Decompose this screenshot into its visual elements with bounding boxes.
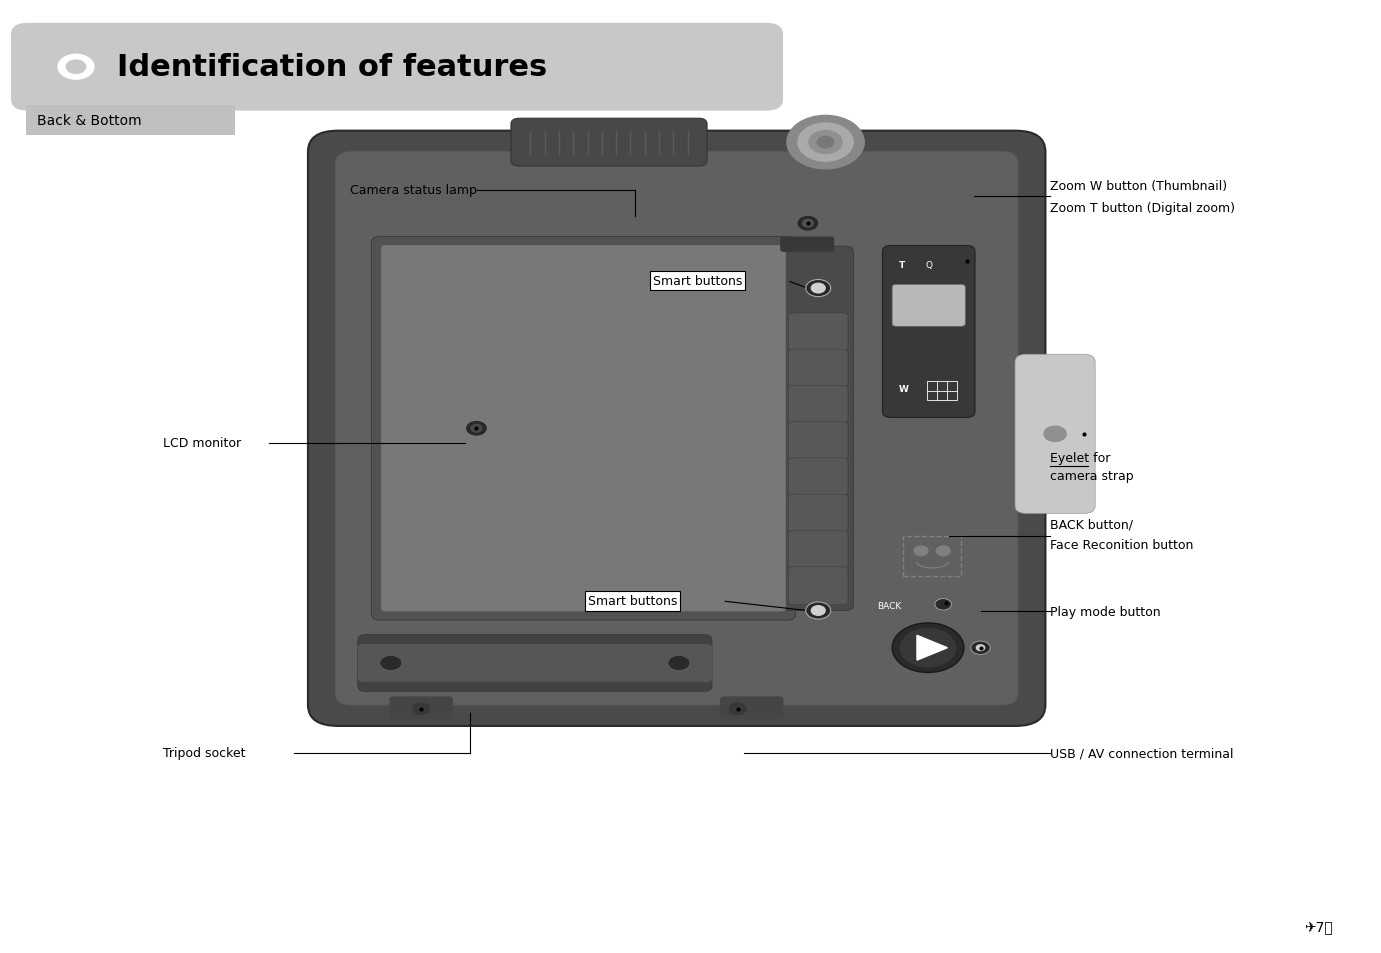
FancyBboxPatch shape: [789, 495, 848, 533]
FancyBboxPatch shape: [789, 386, 848, 424]
Circle shape: [467, 422, 486, 436]
FancyBboxPatch shape: [396, 644, 446, 682]
Text: Smart buttons: Smart buttons: [588, 595, 677, 608]
FancyBboxPatch shape: [789, 314, 848, 352]
Text: Zoom T button (Digital zoom): Zoom T button (Digital zoom): [1050, 202, 1235, 215]
FancyBboxPatch shape: [358, 644, 407, 682]
FancyBboxPatch shape: [11, 24, 783, 112]
Circle shape: [900, 629, 956, 667]
FancyBboxPatch shape: [371, 237, 795, 620]
Text: ✈7〉: ✈7〉: [1304, 920, 1333, 933]
Circle shape: [787, 116, 865, 170]
Circle shape: [812, 284, 826, 294]
Circle shape: [58, 55, 94, 80]
FancyBboxPatch shape: [789, 531, 848, 569]
Circle shape: [668, 656, 690, 671]
Circle shape: [936, 546, 950, 556]
FancyBboxPatch shape: [389, 697, 453, 720]
Circle shape: [914, 546, 928, 556]
FancyBboxPatch shape: [789, 458, 848, 497]
Circle shape: [809, 132, 842, 154]
Text: Smart buttons: Smart buttons: [653, 274, 742, 288]
FancyBboxPatch shape: [882, 246, 975, 418]
Circle shape: [818, 137, 834, 149]
Circle shape: [798, 124, 853, 162]
FancyBboxPatch shape: [510, 644, 559, 682]
Text: Play mode button: Play mode button: [1050, 605, 1160, 618]
Circle shape: [935, 599, 952, 611]
FancyBboxPatch shape: [381, 246, 786, 612]
Circle shape: [729, 703, 746, 715]
FancyBboxPatch shape: [780, 237, 834, 253]
Text: Zoom W button (Thumbnail): Zoom W button (Thumbnail): [1050, 179, 1226, 193]
Circle shape: [471, 425, 482, 433]
Text: W: W: [899, 384, 909, 394]
Bar: [927, 382, 957, 401]
FancyBboxPatch shape: [783, 247, 853, 611]
FancyBboxPatch shape: [308, 132, 1045, 726]
FancyBboxPatch shape: [624, 644, 674, 682]
Circle shape: [976, 645, 985, 651]
FancyBboxPatch shape: [26, 106, 235, 136]
Circle shape: [812, 606, 826, 616]
Circle shape: [66, 61, 86, 74]
Circle shape: [798, 217, 818, 231]
Bar: [903, 536, 961, 576]
FancyBboxPatch shape: [789, 350, 848, 388]
Text: BACK: BACK: [877, 601, 902, 611]
FancyBboxPatch shape: [789, 422, 848, 460]
Circle shape: [892, 623, 964, 673]
Text: Camera status lamp: Camera status lamp: [349, 184, 476, 197]
Circle shape: [807, 602, 831, 619]
Circle shape: [380, 656, 402, 671]
Text: BACK button/: BACK button/: [1050, 517, 1132, 531]
FancyBboxPatch shape: [1015, 355, 1095, 514]
Text: LCD monitor: LCD monitor: [163, 436, 242, 450]
FancyBboxPatch shape: [511, 119, 707, 167]
FancyBboxPatch shape: [472, 644, 522, 682]
Text: camera strap: camera strap: [1050, 469, 1134, 482]
Circle shape: [802, 220, 813, 228]
FancyBboxPatch shape: [720, 697, 783, 720]
FancyBboxPatch shape: [586, 644, 635, 682]
Text: Tripod socket: Tripod socket: [163, 746, 246, 760]
FancyBboxPatch shape: [336, 152, 1018, 705]
Text: Back & Bottom: Back & Bottom: [37, 114, 142, 128]
Text: T: T: [899, 260, 906, 269]
Text: Face Reconition button: Face Reconition button: [1050, 538, 1193, 552]
FancyBboxPatch shape: [358, 635, 713, 692]
FancyBboxPatch shape: [663, 644, 713, 682]
Text: USB / AV connection terminal: USB / AV connection terminal: [1050, 746, 1233, 760]
Text: Q: Q: [925, 260, 932, 269]
FancyBboxPatch shape: [548, 644, 598, 682]
Circle shape: [971, 641, 990, 655]
FancyBboxPatch shape: [434, 644, 483, 682]
Text: Eyelet for: Eyelet for: [1050, 452, 1110, 465]
Polygon shape: [917, 636, 947, 660]
Circle shape: [807, 280, 831, 297]
Circle shape: [413, 703, 429, 715]
Text: Identification of features: Identification of features: [117, 53, 548, 82]
FancyBboxPatch shape: [789, 567, 848, 605]
Circle shape: [1044, 427, 1066, 442]
FancyBboxPatch shape: [892, 285, 965, 327]
